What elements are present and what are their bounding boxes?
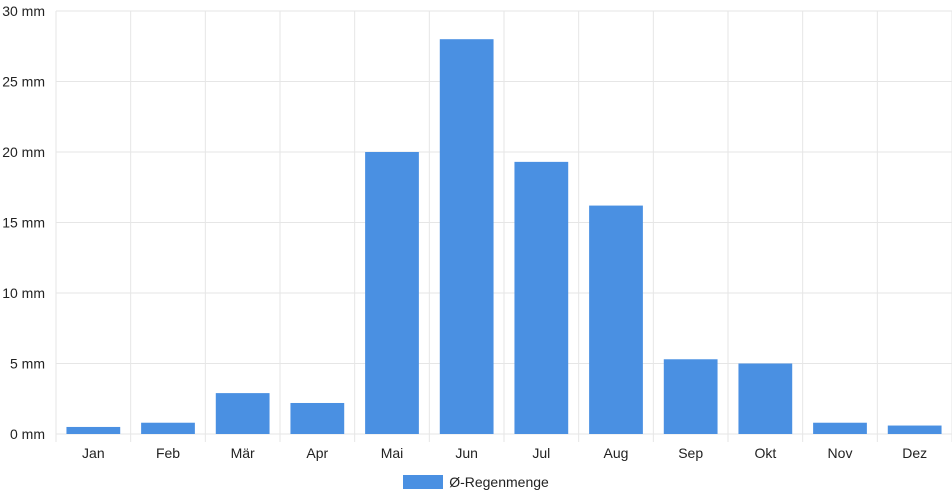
y-tick-label: 5 mm — [10, 356, 45, 372]
x-tick-label: Nov — [828, 445, 853, 461]
x-tick-label: Jan — [82, 445, 105, 461]
x-tick-label: Mär — [231, 445, 255, 461]
bar-Apr — [290, 402, 345, 434]
x-tick-label: Feb — [156, 445, 180, 461]
x-tick-label: Jun — [455, 445, 478, 461]
bar-Jan — [66, 426, 121, 434]
bar-Feb — [141, 422, 195, 434]
x-tick-label: Aug — [604, 445, 629, 461]
y-tick-label: 20 mm — [2, 144, 45, 160]
bar-Sep — [663, 359, 718, 434]
x-tick-label: Apr — [306, 445, 328, 461]
bar-Nov — [813, 422, 867, 434]
y-tick-label: 0 mm — [10, 426, 45, 442]
bar-Okt — [738, 363, 793, 434]
x-tick-label: Sep — [678, 445, 703, 461]
y-tick-label: 10 mm — [2, 285, 45, 301]
bar-Mai — [365, 152, 419, 434]
bar-Mär — [215, 393, 270, 434]
legend-swatch — [403, 475, 444, 489]
legend-label: Ø-Regenmenge — [449, 474, 549, 490]
y-tick-label: 25 mm — [2, 74, 45, 90]
bar-Jun — [439, 39, 494, 434]
bar-Dez — [887, 425, 942, 434]
bar-chart: 0 mm 5 mm 10 mm 15 mm 20 mm 25 mm 30 mm Jan Feb M… — [2, 3, 952, 461]
bar-Aug — [589, 205, 643, 434]
x-tick-label: Jul — [532, 445, 550, 461]
x-tick-label: Mai — [381, 445, 404, 461]
legend[interactable]: Ø-Regenmenge — [0, 470, 952, 494]
bar-Jul — [514, 161, 569, 434]
x-tick-label: Dez — [902, 445, 927, 461]
y-tick-label: 15 mm — [2, 215, 45, 231]
y-tick-label: 30 mm — [2, 3, 45, 19]
x-tick-label: Okt — [754, 445, 776, 461]
